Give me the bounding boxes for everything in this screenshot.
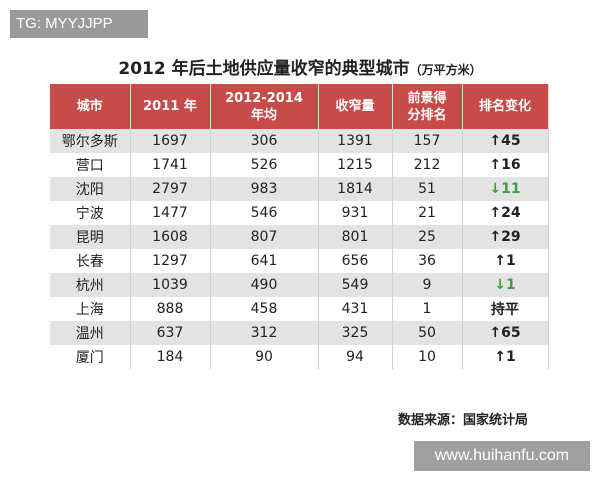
table-cell: 51: [392, 177, 463, 201]
table-cell: 36: [392, 249, 463, 273]
table-cell: ↑16: [462, 153, 549, 177]
table-cell: 1: [392, 297, 463, 321]
table-cell: 1477: [130, 201, 211, 225]
table-cell: 546: [210, 201, 319, 225]
table-cell: 94: [318, 345, 393, 369]
table-cell: 801: [318, 225, 393, 249]
header-row: 城市 2011 年 2012-2014 年均 收窄量 前景得 分排名 排名变化: [50, 84, 549, 129]
column-header: 排名变化: [462, 84, 549, 129]
table-cell: ↑1: [462, 249, 549, 273]
table-cell: 25: [392, 225, 463, 249]
table-cell: ↑45: [462, 129, 549, 153]
table-row: 昆明 1608 807 801 25 ↑29: [50, 225, 549, 249]
table-cell: 526: [210, 153, 319, 177]
table-cell: ↑65: [462, 321, 549, 345]
column-header: 2012-2014 年均: [210, 84, 319, 129]
column-header: 收窄量: [318, 84, 393, 129]
table-cell: 1039: [130, 273, 211, 297]
title-text: 2012 年后土地供应量收窄的典型城市: [118, 59, 410, 79]
table-cell: 637: [130, 321, 211, 345]
table-cell: 厦门: [50, 345, 131, 369]
table-cell: 325: [318, 321, 393, 345]
table-cell: 1297: [130, 249, 211, 273]
data-table: 城市 2011 年 2012-2014 年均 收窄量 前景得 分排名 排名变化 鄂尔多斯 1…: [50, 84, 549, 369]
table-cell: 1697: [130, 129, 211, 153]
title: 2012 年后土地供应量收窄的典型城市（万平方米）: [0, 54, 600, 79]
table-cell: 上海: [50, 297, 131, 321]
table-cell: 宁波: [50, 201, 131, 225]
column-header: 2011 年: [130, 84, 211, 129]
table-row: 杭州 1039 490 549 9 ↓1: [50, 273, 549, 297]
table-cell: 306: [210, 129, 319, 153]
table-row: 沈阳 2797 983 1814 51 ↓11: [50, 177, 549, 201]
table-row: 长春 1297 641 656 36 ↑1: [50, 249, 549, 273]
table-cell: 641: [210, 249, 319, 273]
table-cell: 温州: [50, 321, 131, 345]
table-cell: 490: [210, 273, 319, 297]
table-cell: 931: [318, 201, 393, 225]
table-row: 上海 888 458 431 1 持平: [50, 297, 549, 321]
table-cell: 长春: [50, 249, 131, 273]
table-cell: 458: [210, 297, 319, 321]
table-cell: 营口: [50, 153, 131, 177]
table-cell: 656: [318, 249, 393, 273]
table-cell: 549: [318, 273, 393, 297]
column-header: 城市: [50, 84, 131, 129]
table-cell: 杭州: [50, 273, 131, 297]
table-cell: 1215: [318, 153, 393, 177]
table-cell: 888: [130, 297, 211, 321]
watermark: TG: MYYJJPP: [10, 10, 148, 38]
table-cell: 9: [392, 273, 463, 297]
table-cell: ↑1: [462, 345, 549, 369]
table-cell: 昆明: [50, 225, 131, 249]
table-row: 营口 1741 526 1215 212 ↑16: [50, 153, 549, 177]
table-cell: 983: [210, 177, 319, 201]
table-cell: ↑29: [462, 225, 549, 249]
table-cell: 沈阳: [50, 177, 131, 201]
table-cell: 157: [392, 129, 463, 153]
table-cell: 21: [392, 201, 463, 225]
table-cell: ↓11: [462, 177, 549, 201]
table-cell: 鄂尔多斯: [50, 129, 131, 153]
table-cell: 50: [392, 321, 463, 345]
table-cell: 312: [210, 321, 319, 345]
table-cell: 2797: [130, 177, 211, 201]
table-cell: 807: [210, 225, 319, 249]
table-cell: 10: [392, 345, 463, 369]
table-cell: 212: [392, 153, 463, 177]
table-row: 厦门 184 90 94 10 ↑1: [50, 345, 549, 369]
table-cell: 1608: [130, 225, 211, 249]
source: 数据来源：国家统计局: [397, 413, 528, 428]
unit: （万平方米）: [409, 63, 482, 77]
table-cell: 90: [210, 345, 319, 369]
table-cell: ↑24: [462, 201, 549, 225]
watermark: www.huihanfu.com: [414, 441, 590, 471]
table-body: 鄂尔多斯 1697 306 1391 157 ↑45 营口 1741 526 1215 212 ↑16…: [50, 129, 549, 369]
table-row: 宁波 1477 546 931 21 ↑24: [50, 201, 549, 225]
table-cell: 1814: [318, 177, 393, 201]
table-row: 温州 637 312 325 50 ↑65: [50, 321, 549, 345]
table-row: 鄂尔多斯 1697 306 1391 157 ↑45: [50, 129, 549, 153]
table-cell: 1741: [130, 153, 211, 177]
table-cell: 431: [318, 297, 393, 321]
column-header: 前景得 分排名: [392, 84, 463, 129]
table-cell: ↓1: [462, 273, 549, 297]
table-cell: 1391: [318, 129, 393, 153]
table-cell: 持平: [462, 297, 549, 321]
table-cell: 184: [130, 345, 211, 369]
